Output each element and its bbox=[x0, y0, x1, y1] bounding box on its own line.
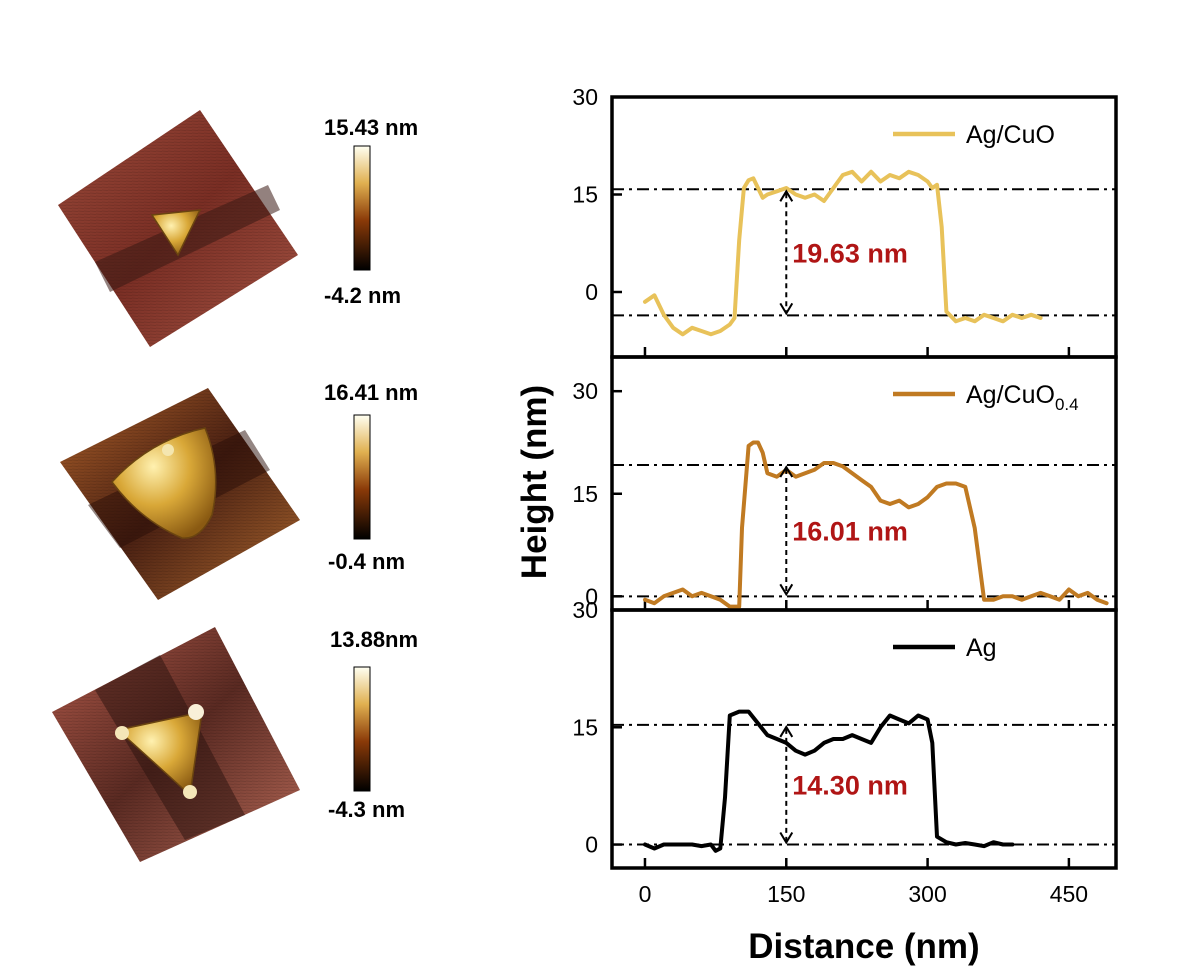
colorbar-2-min-label: -0.4 nm bbox=[328, 549, 406, 574]
colorbar-1-max-label: 15.43 nm bbox=[324, 115, 419, 140]
height-annotation: 14.30 nm bbox=[792, 771, 908, 801]
series-line-2 bbox=[643, 440, 1109, 609]
y-tick-label: 0 bbox=[585, 832, 598, 858]
afm-image-1 bbox=[58, 110, 298, 347]
x-axis-label: Distance (nm) bbox=[748, 927, 979, 966]
series-line-3 bbox=[643, 709, 1015, 853]
y-tick-label: 0 bbox=[585, 583, 598, 609]
colorbar-3-max-label: 13.88nm bbox=[330, 627, 419, 652]
height-annotation: 19.63 nm bbox=[792, 238, 908, 268]
afm-image-3 bbox=[52, 627, 300, 862]
y-tick-label: 15 bbox=[572, 182, 598, 208]
afm-particle-3 bbox=[116, 711, 203, 797]
colorbar-1-min-label: -4.2 nm bbox=[324, 283, 402, 308]
legend-label-subscript: 0.4 bbox=[1055, 395, 1079, 414]
x-tick-label: 300 bbox=[908, 881, 946, 907]
legend-label-2: Ag/CuO0.4 bbox=[966, 381, 1079, 414]
x-tick-label: 450 bbox=[1050, 881, 1088, 907]
afm-trench-1 bbox=[95, 185, 280, 292]
series-line-1 bbox=[643, 169, 1043, 337]
panel-frame-3 bbox=[610, 608, 1118, 870]
arrow-head-top bbox=[779, 724, 794, 738]
afm-particle-1 bbox=[150, 209, 202, 257]
y-tick-label: 30 bbox=[572, 84, 598, 110]
legend-label-3: Ag bbox=[966, 634, 997, 662]
colorbar-3-min-label: -4.3 nm bbox=[328, 797, 406, 822]
y-tick-label: 30 bbox=[572, 378, 598, 404]
colorbar-1 bbox=[353, 145, 371, 271]
legend-label-1: Ag/CuO bbox=[966, 121, 1055, 149]
colorbar-2-max-label: 16.41 nm bbox=[324, 380, 419, 405]
arrow-head-bottom bbox=[779, 302, 794, 316]
y-axis-label: Height (nm) bbox=[515, 385, 554, 579]
arrow-head-top bbox=[779, 189, 794, 202]
colorbar-3 bbox=[353, 666, 371, 792]
y-tick-label: 0 bbox=[585, 279, 598, 305]
y-tick-label: 30 bbox=[572, 597, 598, 623]
height-annotation: 16.01 nm bbox=[792, 517, 908, 547]
x-tick-label: 150 bbox=[767, 881, 805, 907]
colorbar-2 bbox=[353, 414, 371, 540]
arrow-head-top bbox=[779, 465, 794, 478]
arrow-head-bottom bbox=[779, 583, 794, 597]
y-tick-label: 15 bbox=[572, 714, 598, 740]
y-tick-label: 15 bbox=[572, 481, 598, 507]
afm-particle-2 bbox=[111, 427, 217, 539]
arrow-head-bottom bbox=[779, 832, 794, 845]
x-tick-label: 0 bbox=[639, 881, 652, 907]
afm-image-2 bbox=[60, 388, 300, 600]
